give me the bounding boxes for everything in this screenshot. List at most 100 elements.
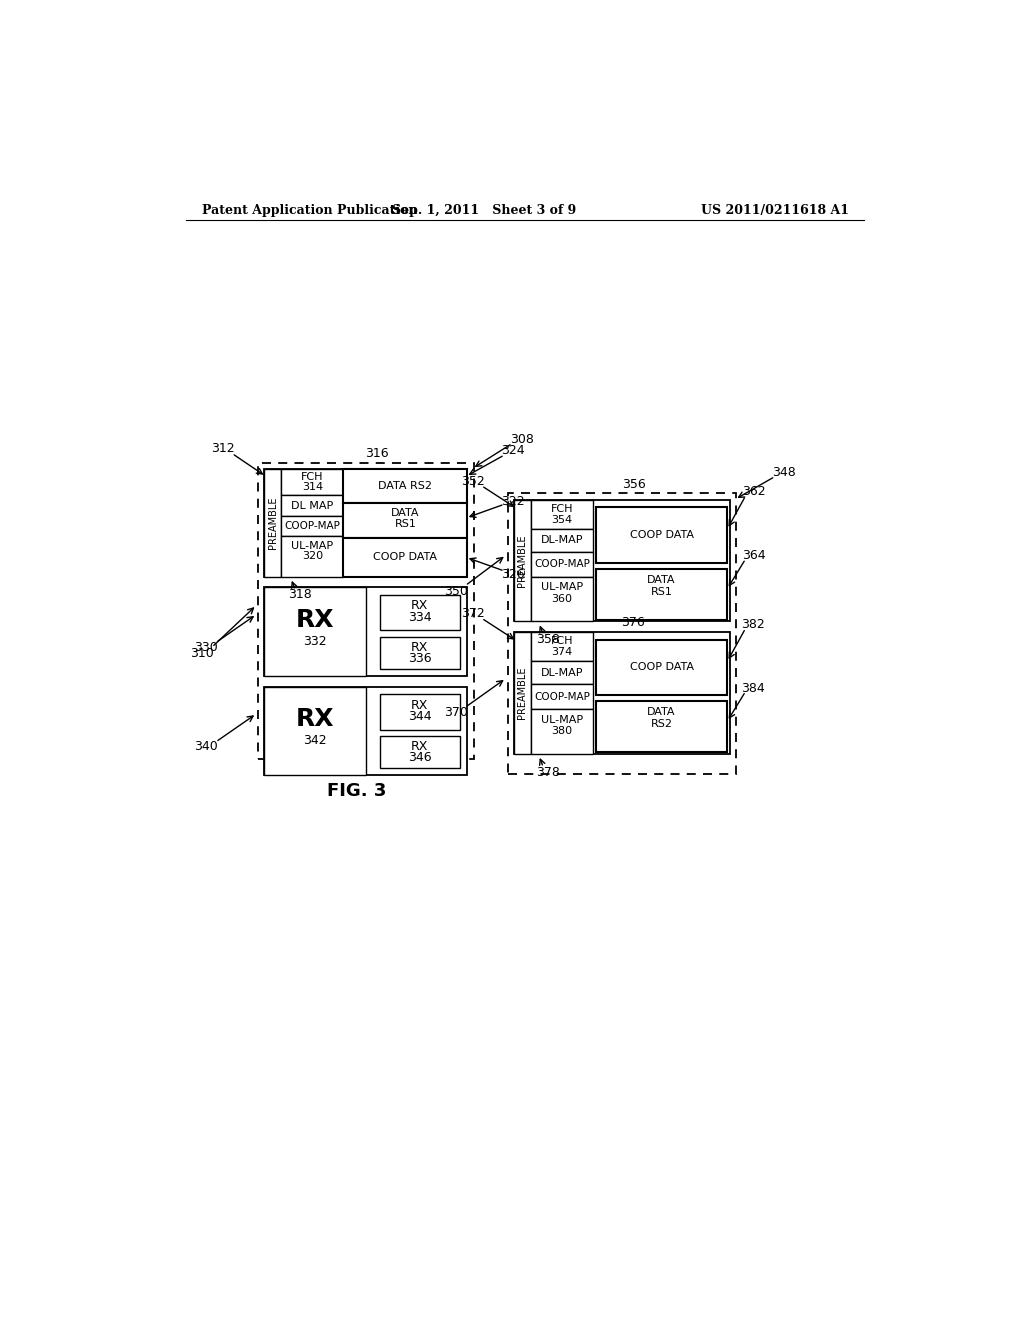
Text: 308: 308	[510, 433, 534, 446]
Bar	[531, 552, 593, 577]
Bar	[531, 499, 593, 529]
Bar	[282, 516, 343, 536]
Bar	[531, 577, 593, 622]
Bar	[514, 499, 531, 622]
Text: Sep. 1, 2011   Sheet 3 of 9: Sep. 1, 2011 Sheet 3 of 9	[392, 205, 577, 218]
Text: DATA RS2: DATA RS2	[379, 480, 432, 491]
Bar	[531, 709, 593, 754]
Bar	[282, 469, 343, 495]
Text: RX: RX	[296, 708, 335, 731]
Text: Patent Application Publication: Patent Application Publication	[202, 205, 417, 218]
Bar	[380, 636, 460, 669]
Bar	[380, 694, 460, 730]
Bar	[264, 469, 282, 577]
Text: PREAMBLE: PREAMBLE	[517, 535, 527, 586]
Bar	[531, 684, 593, 709]
Bar	[596, 569, 727, 619]
Text: COOP-MAP: COOP-MAP	[535, 560, 590, 569]
Bar	[596, 701, 727, 752]
Text: 360: 360	[552, 594, 572, 603]
Text: UL-MAP: UL-MAP	[541, 714, 583, 725]
Text: RS2: RS2	[650, 719, 673, 730]
Text: 380: 380	[552, 726, 572, 737]
Text: RS1: RS1	[650, 587, 673, 597]
Bar	[258, 462, 474, 759]
Text: RX: RX	[411, 741, 428, 754]
Bar	[508, 494, 736, 775]
Text: 310: 310	[190, 647, 214, 660]
Text: DATA: DATA	[647, 574, 676, 585]
Text: 322: 322	[501, 495, 524, 508]
Text: DL-MAP: DL-MAP	[541, 668, 584, 677]
Text: 382: 382	[741, 618, 765, 631]
Text: 318: 318	[288, 587, 312, 601]
Text: 340: 340	[195, 741, 218, 754]
Text: 326: 326	[501, 568, 524, 581]
Text: UL-MAP: UL-MAP	[292, 541, 334, 552]
Text: COOP DATA: COOP DATA	[374, 552, 437, 562]
Text: 376: 376	[621, 616, 645, 630]
Text: US 2011/0211618 A1: US 2011/0211618 A1	[700, 205, 849, 218]
Bar	[531, 529, 593, 552]
Text: 336: 336	[408, 652, 431, 665]
Bar	[343, 469, 467, 503]
Text: FCH: FCH	[551, 636, 573, 647]
Text: 342: 342	[303, 734, 327, 747]
Bar	[264, 587, 366, 676]
Text: 348: 348	[772, 466, 797, 479]
Bar	[596, 640, 727, 696]
Bar	[343, 539, 467, 577]
Text: UL-MAP: UL-MAP	[541, 582, 583, 593]
Bar	[282, 495, 343, 516]
Text: 320: 320	[302, 552, 323, 561]
Text: 370: 370	[443, 706, 468, 719]
Bar	[264, 587, 467, 676]
Text: DATA: DATA	[391, 508, 420, 519]
Text: 316: 316	[365, 446, 388, 459]
Bar	[514, 632, 730, 754]
Text: 330: 330	[195, 640, 218, 653]
Bar	[282, 536, 343, 577]
Text: COOP DATA: COOP DATA	[630, 663, 693, 672]
Text: PREAMBLE: PREAMBLE	[517, 667, 527, 719]
Text: 352: 352	[461, 474, 484, 487]
Text: 324: 324	[501, 445, 524, 458]
Text: RX: RX	[411, 599, 428, 612]
Text: 358: 358	[537, 634, 560, 647]
Text: 378: 378	[537, 766, 560, 779]
Bar	[596, 507, 727, 562]
Text: COOP DATA: COOP DATA	[630, 529, 693, 540]
Text: 354: 354	[552, 515, 572, 524]
Text: FCH: FCH	[301, 473, 324, 482]
Text: DL MAP: DL MAP	[291, 500, 334, 511]
Text: 356: 356	[622, 478, 645, 491]
Bar	[380, 595, 460, 631]
Text: FIG. 3: FIG. 3	[327, 783, 386, 800]
Text: COOP-MAP: COOP-MAP	[535, 692, 590, 702]
Bar	[531, 661, 593, 684]
Text: PREAMBLE: PREAMBLE	[268, 496, 278, 549]
Bar	[514, 632, 531, 754]
Text: RS1: RS1	[394, 519, 417, 529]
Bar	[380, 737, 460, 768]
Bar	[343, 503, 467, 539]
Text: 372: 372	[461, 607, 484, 620]
Text: 350: 350	[443, 585, 468, 598]
Text: 312: 312	[212, 442, 236, 455]
Text: COOP-MAP: COOP-MAP	[285, 521, 340, 532]
Bar	[264, 686, 366, 775]
Text: 344: 344	[408, 710, 431, 723]
Text: 362: 362	[741, 486, 765, 499]
Text: DATA: DATA	[647, 708, 676, 717]
Text: 334: 334	[408, 611, 431, 624]
Bar	[531, 632, 593, 661]
Text: 364: 364	[741, 549, 765, 562]
Bar	[264, 469, 467, 577]
Text: RX: RX	[296, 607, 335, 632]
Text: RX: RX	[411, 698, 428, 711]
Text: 332: 332	[303, 635, 327, 648]
Text: DL-MAP: DL-MAP	[541, 536, 584, 545]
Bar	[514, 499, 730, 622]
Text: 314: 314	[302, 482, 323, 492]
Text: FCH: FCH	[551, 504, 573, 513]
